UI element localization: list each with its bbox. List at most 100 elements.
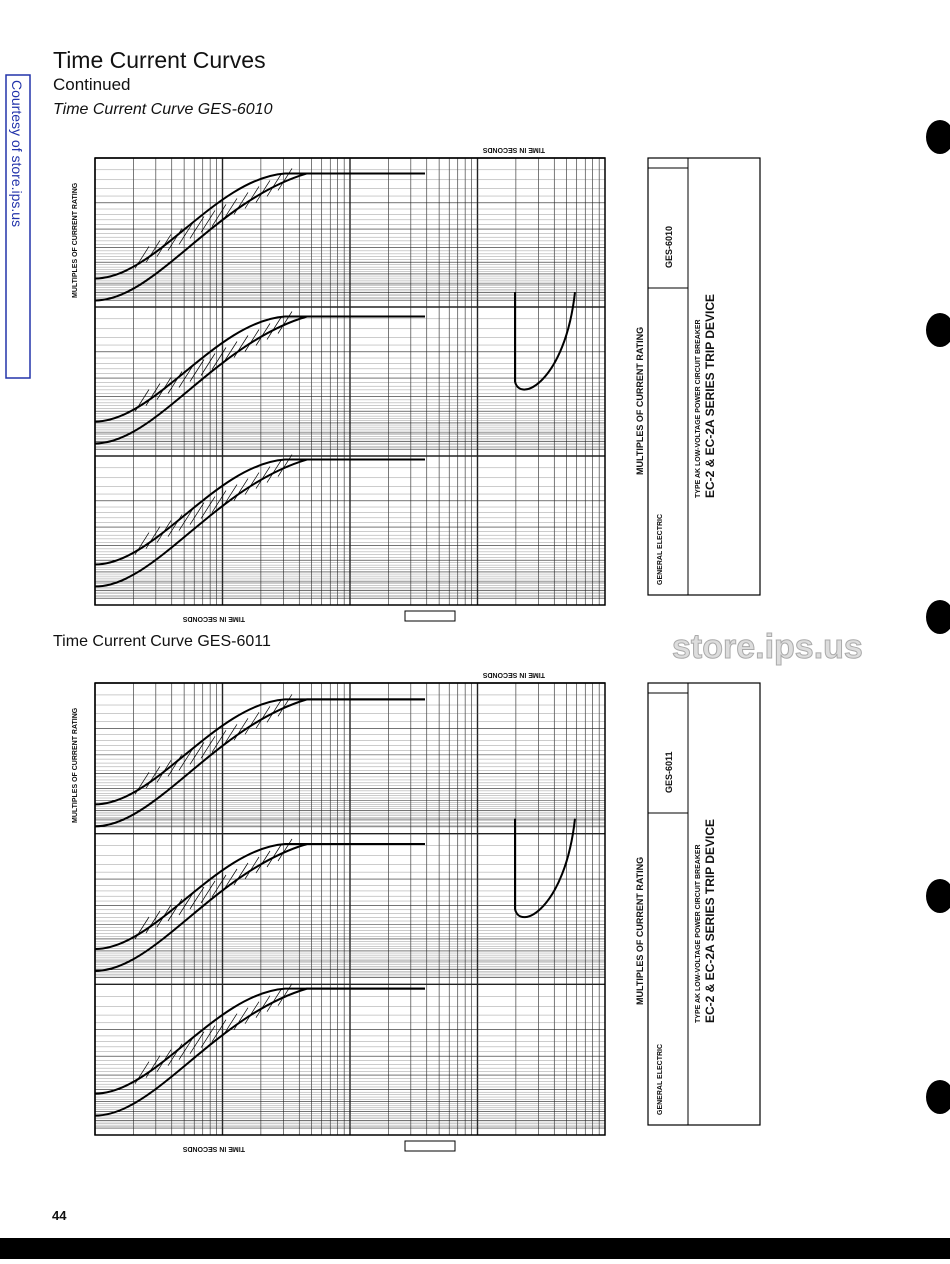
trip-curve (94, 698, 425, 806)
watermark: store.ips.us (672, 628, 863, 666)
hatch (167, 1043, 183, 1066)
trip-curve (94, 987, 425, 1095)
hatch (134, 1061, 150, 1084)
hatch (266, 317, 282, 340)
curve-id-tag (404, 610, 456, 622)
hatch (189, 886, 205, 910)
hatch (211, 1019, 227, 1042)
hatch (145, 1055, 161, 1078)
trip-curve (94, 458, 425, 588)
hatch (244, 856, 260, 880)
hatch (233, 718, 249, 741)
hatch (277, 311, 293, 334)
hatch (189, 502, 205, 525)
hatch (244, 712, 260, 735)
hatch (167, 371, 183, 394)
figure-caption: Time Current Curve GES-6010 (53, 101, 273, 118)
trip-curve (94, 458, 425, 566)
hatch (178, 892, 194, 916)
hatch (277, 694, 293, 717)
hatch (167, 898, 183, 922)
hatch (156, 760, 172, 783)
hatch (244, 472, 260, 495)
hatch (222, 724, 238, 747)
sidebar-box (5, 74, 31, 379)
hatch (200, 880, 216, 904)
hatch (145, 383, 161, 406)
figure-caption: Time Current Curve GES-6011 (53, 633, 271, 650)
panel-frame (647, 682, 761, 1126)
hatch (222, 198, 238, 221)
hatch (156, 1049, 172, 1072)
hatch (189, 216, 205, 239)
hatch (233, 335, 249, 358)
panel-breaker: TYPE AK LOW-VOLTAGE POWER CIRCUIT BREAKE… (695, 844, 702, 1023)
hatch (266, 174, 282, 197)
trip-curve (94, 315, 425, 423)
hatch (233, 478, 249, 501)
trip-curve (94, 843, 425, 972)
hatch (211, 490, 227, 513)
x-axis-label: TIME IN SECONDS (482, 671, 545, 678)
hatch (266, 700, 282, 723)
hatch (233, 1007, 249, 1030)
hatch (156, 520, 172, 543)
page-title: Time Current Curves (53, 47, 266, 73)
chart-frame (94, 157, 606, 606)
inst-curve (514, 291, 576, 391)
panel-curve-id: GES-6010 (664, 226, 674, 268)
hatch (244, 329, 260, 352)
hatch (134, 532, 150, 555)
hatch (167, 514, 183, 537)
hatch (200, 1025, 216, 1048)
hatch (266, 844, 282, 868)
trip-curve (94, 315, 425, 445)
trip-curve (94, 698, 425, 828)
panel-device: EC-2 & EC-2A SERIES TRIP DEVICE (703, 819, 717, 1023)
trip-curve (94, 172, 425, 280)
y-axis-label: MULTIPLES OF CURRENT RATING (72, 182, 79, 298)
hatch (200, 210, 216, 233)
inst-curve (514, 818, 576, 919)
hatch (211, 874, 227, 898)
hatch (266, 460, 282, 483)
hatch (167, 754, 183, 777)
hatch (222, 484, 238, 507)
hatch (189, 1031, 205, 1054)
bottom-bar (0, 1238, 950, 1259)
x-axis-label: TIME IN SECONDS (182, 1145, 245, 1152)
page-subtitle: Continued (53, 75, 131, 94)
panel-brand: GENERAL ELECTRIC (657, 1044, 664, 1115)
panel-brand: GENERAL ELECTRIC (657, 514, 664, 585)
panel-device: EC-2 & EC-2A SERIES TRIP DEVICE (703, 294, 717, 498)
hatch (255, 850, 271, 874)
hatch (178, 748, 194, 771)
hatch (145, 240, 161, 263)
hatch (145, 526, 161, 549)
chart-frame (94, 682, 606, 1136)
panel-curve-id: GES-6011 (664, 751, 674, 793)
curve-id-tag (404, 1140, 456, 1152)
hatch (244, 1001, 260, 1024)
hatch (255, 466, 271, 489)
hatch (222, 1013, 238, 1036)
panel-frame (647, 157, 761, 596)
trip-curve (94, 843, 425, 950)
hatch (156, 904, 172, 928)
hatch (134, 246, 150, 269)
page-number: 44 (52, 1208, 67, 1223)
hatch (277, 838, 293, 862)
hatch (211, 347, 227, 370)
hatch (167, 228, 183, 251)
hatch (233, 192, 249, 215)
hatch (156, 234, 172, 257)
hatch (178, 222, 194, 245)
hatch (134, 772, 150, 795)
hatch (200, 496, 216, 519)
hatch (222, 341, 238, 364)
chart-figure: MULTIPLES OF CURRENT RATING TIME IN SECON… (72, 671, 761, 1152)
trip-curve (94, 987, 425, 1117)
hatch (145, 910, 161, 934)
hatch (277, 983, 293, 1006)
